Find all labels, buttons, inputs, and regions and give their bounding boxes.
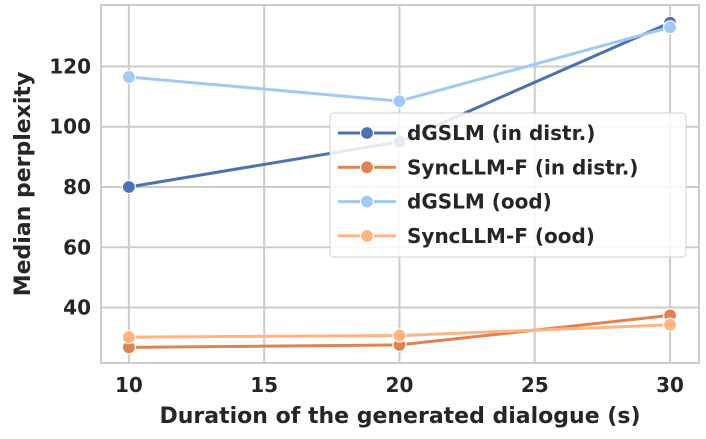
y-axis-label: Median perplexity [11,72,36,297]
x-tick-label: 20 [386,373,414,397]
y-tick-label: 120 [49,54,91,78]
legend-box [329,112,687,258]
legend-marker [359,160,375,175]
y-tick-label: 60 [63,235,91,259]
data-point [662,317,678,332]
data-point [121,69,136,85]
legend-label: dGSLM (ood) [407,190,552,214]
data-point [121,179,136,195]
x-tick-label: 25 [521,373,549,397]
x-tick-label: 30 [656,373,684,397]
legend-label: SyncLLM-F (ood) [407,224,595,248]
legend-marker [359,228,375,243]
legend-label: SyncLLM-F (in distr.) [407,155,638,179]
y-tick-label: 80 [63,175,91,199]
data-point [392,94,407,109]
data-point [662,20,678,35]
x-tick-label: 10 [115,373,143,397]
y-tick-label: 100 [49,115,91,139]
legend-label: dGSLM (in distr.) [407,121,595,145]
data-point [392,328,407,343]
legend-marker [359,194,375,209]
legend-marker [359,125,375,141]
legend: dGSLM (in distr.) SyncLLM-F (in distr.) dG… [329,112,687,258]
x-axis-label: Duration of the generated dialogue (s) [160,404,641,429]
data-point [121,329,136,345]
y-tick-label: 40 [63,296,91,320]
x-tick-label: 15 [250,373,278,397]
